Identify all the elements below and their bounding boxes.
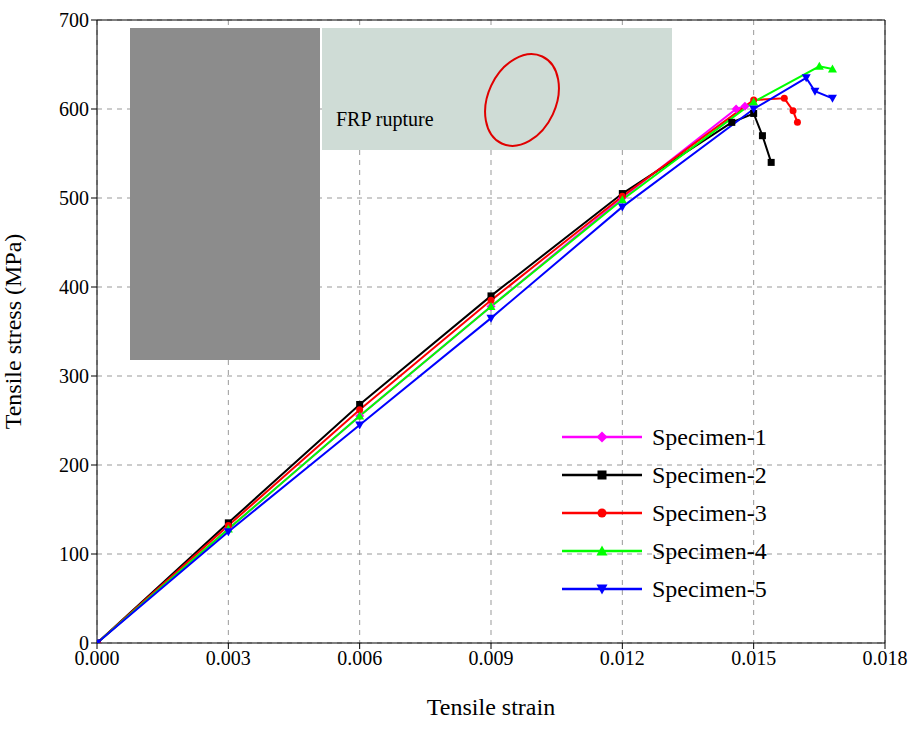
html-text:Specimen-1: Specimen-1	[652, 423, 767, 450]
svg-text:500: 500	[59, 187, 89, 209]
svg-text:200: 200	[59, 454, 89, 476]
svg-text:0.009: 0.009	[469, 647, 514, 669]
svg-text:0.018: 0.018	[863, 647, 908, 669]
html-text:Specimen-5: Specimen-5	[652, 575, 767, 602]
svg-text:0: 0	[79, 632, 89, 654]
svg-text:0.012: 0.012	[600, 647, 645, 669]
svg-text:600: 600	[59, 98, 89, 120]
svg-text:Tensile stress (MPa): Tensile stress (MPa)	[0, 234, 26, 430]
svg-text:100: 100	[59, 543, 89, 565]
svg-text:700: 700	[59, 9, 89, 31]
svg-text:Tensile strain: Tensile strain	[427, 694, 555, 720]
svg-text:0.003: 0.003	[206, 647, 251, 669]
svg-text:300: 300	[59, 365, 89, 387]
html-text:FRP rupture: FRP rupture	[336, 108, 434, 130]
html-text:Specimen-4: Specimen-4	[652, 537, 767, 564]
svg-text:0.015: 0.015	[731, 647, 776, 669]
html-text:Specimen-2: Specimen-2	[652, 461, 767, 488]
svg-text:400: 400	[59, 276, 89, 298]
html-text:Specimen-3: Specimen-3	[652, 499, 767, 526]
svg-text:0.006: 0.006	[337, 647, 382, 669]
svg-text:0.000: 0.000	[74, 647, 120, 670]
